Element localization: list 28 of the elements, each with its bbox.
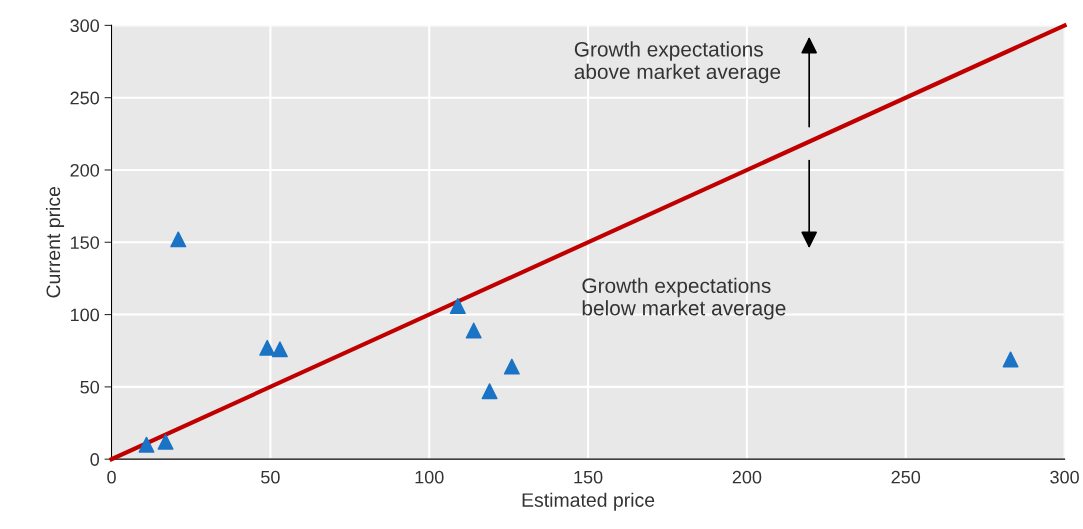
y-tick-label: 300 — [70, 19, 100, 33]
point — [481, 383, 498, 400]
point — [449, 297, 466, 314]
x-tick-label: 250 — [891, 470, 921, 484]
point — [465, 322, 482, 339]
y-tick-label: 150 — [71, 236, 100, 249]
x-axis-title: Estimated price — [522, 492, 655, 511]
point — [1002, 351, 1019, 368]
y-tick-label: 250 — [70, 91, 100, 105]
annotation: Growth expectations below market average — [582, 277, 786, 320]
point — [503, 358, 520, 375]
x-tick-label: 0 — [107, 470, 116, 484]
y-tick-label: 0 — [90, 453, 100, 466]
annotation: Growth expectations above market average — [574, 41, 781, 84]
y-tick-label: 200 — [70, 163, 100, 177]
y-axis-title: Current price — [45, 186, 65, 298]
point — [157, 433, 174, 450]
point — [259, 339, 276, 356]
x-tick-label: 200 — [732, 470, 762, 484]
y-tick-label: 50 — [80, 380, 100, 394]
point — [138, 436, 155, 453]
x-tick-label: 50 — [261, 470, 280, 484]
point — [170, 231, 187, 248]
point — [271, 341, 288, 358]
x-tick-label: 300 — [1050, 470, 1079, 484]
x-tick-label: 100 — [415, 470, 444, 484]
y-tick-label: 100 — [71, 308, 100, 322]
x-tick-label: 150 — [574, 470, 603, 484]
